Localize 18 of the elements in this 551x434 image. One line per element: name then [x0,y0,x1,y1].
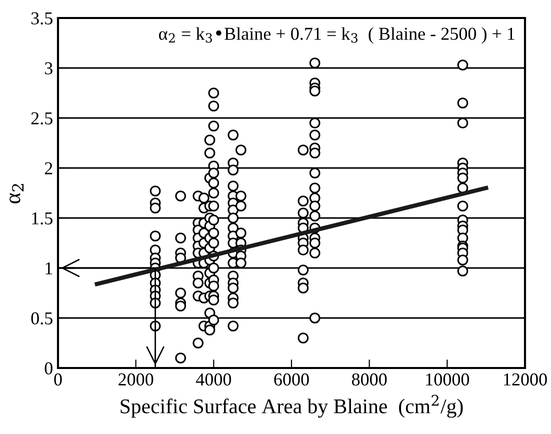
x-tick-label: 2000 [118,373,154,386]
x-axis-title: Specific Surface Area by Blaine (cm$^{2}$/g) [120,394,463,418]
y-tick-label: 3 [44,62,52,74]
y-tick-label: 0.5 [31,312,52,325]
y-axis-title: α$_{2}$ [10,184,24,204]
x-tick-label: 10000 [426,373,470,386]
annotation: α$_{2}$ = k$_{3}$•Blaine + 0.71 = k$_{3}$ ( Blaine - 2500 ) + 1 [159,27,514,44]
x-tick-label: 6000 [274,373,309,386]
x-tick-label: 4000 [196,373,232,386]
x-tick-label: 8000 [352,373,387,386]
y-tick-label: 0 [44,362,52,374]
x-tick-label: 12000 [504,373,547,386]
y-tick-label: 1.5 [32,212,52,225]
y-tick-label: 2 [44,162,52,174]
y-tick-label: 2.5 [31,112,52,125]
x-tick-label: 0 [54,373,62,386]
y-tick-label: 3.5 [31,12,52,25]
y-tick-label: 1 [46,262,52,274]
